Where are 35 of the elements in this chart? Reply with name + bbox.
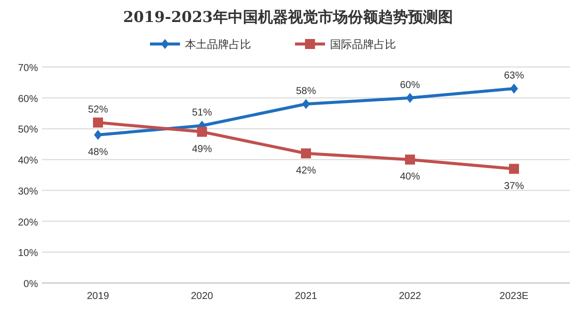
- data-label: 48%: [88, 146, 108, 158]
- data-label: 52%: [88, 104, 108, 116]
- data-label: 51%: [192, 108, 212, 119]
- y-tick-label: 50%: [18, 124, 38, 136]
- data-label: 60%: [400, 80, 420, 91]
- point: [302, 99, 310, 110]
- x-tick-label: 2019: [86, 291, 110, 302]
- y-tick-label: 40%: [18, 156, 38, 167]
- point: [405, 154, 415, 165]
- point: [406, 92, 414, 103]
- point: [510, 84, 518, 94]
- y-tick-label: 60%: [18, 94, 38, 105]
- y-tick-label: 10%: [18, 248, 38, 260]
- y-tick-label: 30%: [18, 186, 38, 198]
- point: [301, 148, 311, 158]
- data-label: 58%: [296, 86, 316, 98]
- data-label: 42%: [296, 165, 316, 176]
- x-tick-label: 2022: [398, 291, 422, 302]
- x-tick-label: 2020: [190, 291, 214, 302]
- point: [94, 130, 102, 140]
- data-label: 49%: [192, 144, 212, 155]
- legend-label: 国际品牌占比: [330, 38, 396, 51]
- y-tick-label: 20%: [18, 217, 38, 228]
- data-label: 40%: [400, 172, 420, 183]
- y-tick-label: 0%: [24, 279, 38, 290]
- x-tick-label: 2021: [294, 291, 318, 302]
- chart-title: 2019-2023年中国机器视觉市场份额趋势预测图: [123, 8, 453, 26]
- point: [197, 126, 207, 137]
- legend-label: 本土品牌占比: [185, 38, 251, 51]
- point: [93, 118, 103, 128]
- data-label: 37%: [504, 180, 524, 192]
- y-tick-label: 70%: [18, 63, 38, 74]
- data-label: 63%: [504, 70, 524, 82]
- point: [509, 164, 519, 174]
- x-tick-label: 2023E: [500, 291, 529, 302]
